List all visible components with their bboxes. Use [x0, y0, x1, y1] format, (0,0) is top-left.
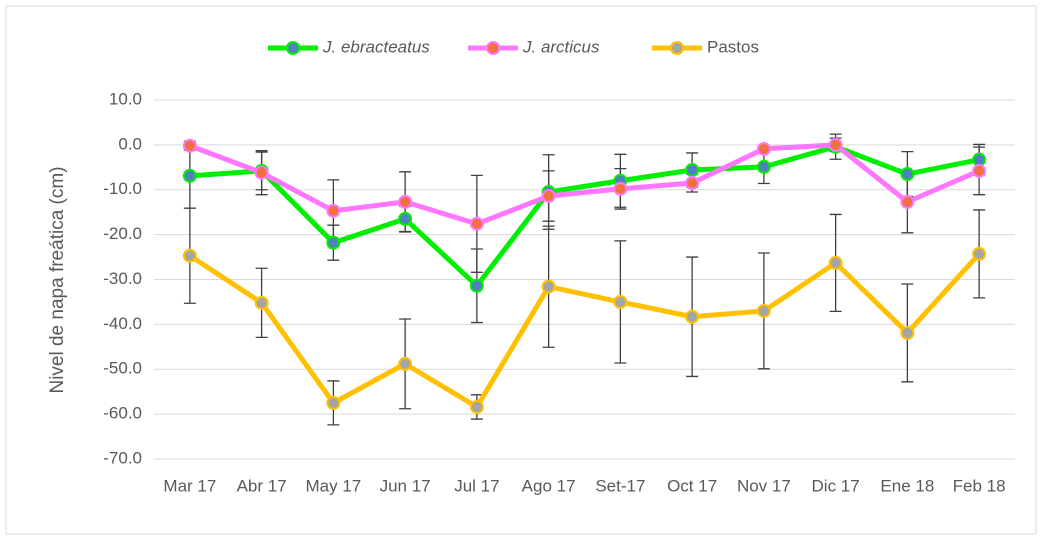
x-tick-label: Jun 17 [380, 476, 431, 495]
point [828, 255, 843, 270]
point [398, 211, 413, 226]
y-tick-label: -60.0 [103, 404, 142, 423]
point [469, 278, 484, 293]
point [469, 216, 484, 231]
point [972, 152, 987, 167]
point [828, 137, 843, 152]
x-tick-label: May 17 [306, 476, 362, 495]
y-tick-label: -20.0 [103, 224, 142, 243]
x-tick-label: Jul 17 [454, 476, 499, 495]
x-tick-label: Mar 17 [163, 476, 216, 495]
point [756, 141, 771, 156]
point [182, 138, 197, 153]
chart-border [5, 5, 1037, 535]
point [326, 395, 341, 410]
y-tick-label: -30.0 [103, 269, 142, 288]
point [398, 194, 413, 209]
point [326, 203, 341, 218]
x-tick-label: Set-17 [595, 476, 645, 495]
point [469, 399, 484, 414]
point [900, 167, 915, 182]
legend-label: J. arcticus [522, 37, 600, 56]
series-line [188, 142, 981, 227]
point [685, 176, 700, 191]
y-tick-label: -40.0 [103, 314, 142, 333]
y-tick-label: -50.0 [103, 359, 142, 378]
point [254, 295, 269, 310]
point [900, 194, 915, 209]
x-tick-label: Feb 18 [953, 476, 1006, 495]
point [900, 325, 915, 340]
y-tick-label: -70.0 [103, 448, 142, 467]
y-tick-label: 10.0 [109, 89, 142, 108]
point [541, 279, 556, 294]
legend-marker [286, 41, 300, 55]
y-tick-label: 0.0 [118, 134, 142, 153]
series-line [188, 252, 981, 410]
point [756, 303, 771, 318]
point [613, 181, 628, 196]
point [398, 356, 413, 371]
y-tick-label: -10.0 [103, 179, 142, 198]
x-tick-label: Nov 17 [737, 476, 791, 495]
point [182, 168, 197, 183]
point [613, 294, 628, 309]
point [541, 189, 556, 204]
y-axis-label: Nivel de napa freática (cm) [47, 166, 68, 393]
x-tick-label: Ene 18 [880, 476, 934, 495]
point [685, 309, 700, 324]
x-tick-label: Dic 17 [812, 476, 860, 495]
point [972, 246, 987, 261]
legend-marker [670, 41, 684, 55]
point [972, 163, 987, 178]
point [254, 165, 269, 180]
point [756, 159, 771, 174]
point [182, 248, 197, 263]
legend-label: J. ebracteatus [322, 37, 430, 56]
x-tick-label: Abr 17 [237, 476, 287, 495]
legend-label: Pastos [707, 37, 759, 56]
point [326, 235, 341, 250]
legend-marker [486, 41, 500, 55]
x-tick-label: Oct 17 [667, 476, 717, 495]
x-tick-label: Ago 17 [522, 476, 576, 495]
point [685, 163, 700, 178]
